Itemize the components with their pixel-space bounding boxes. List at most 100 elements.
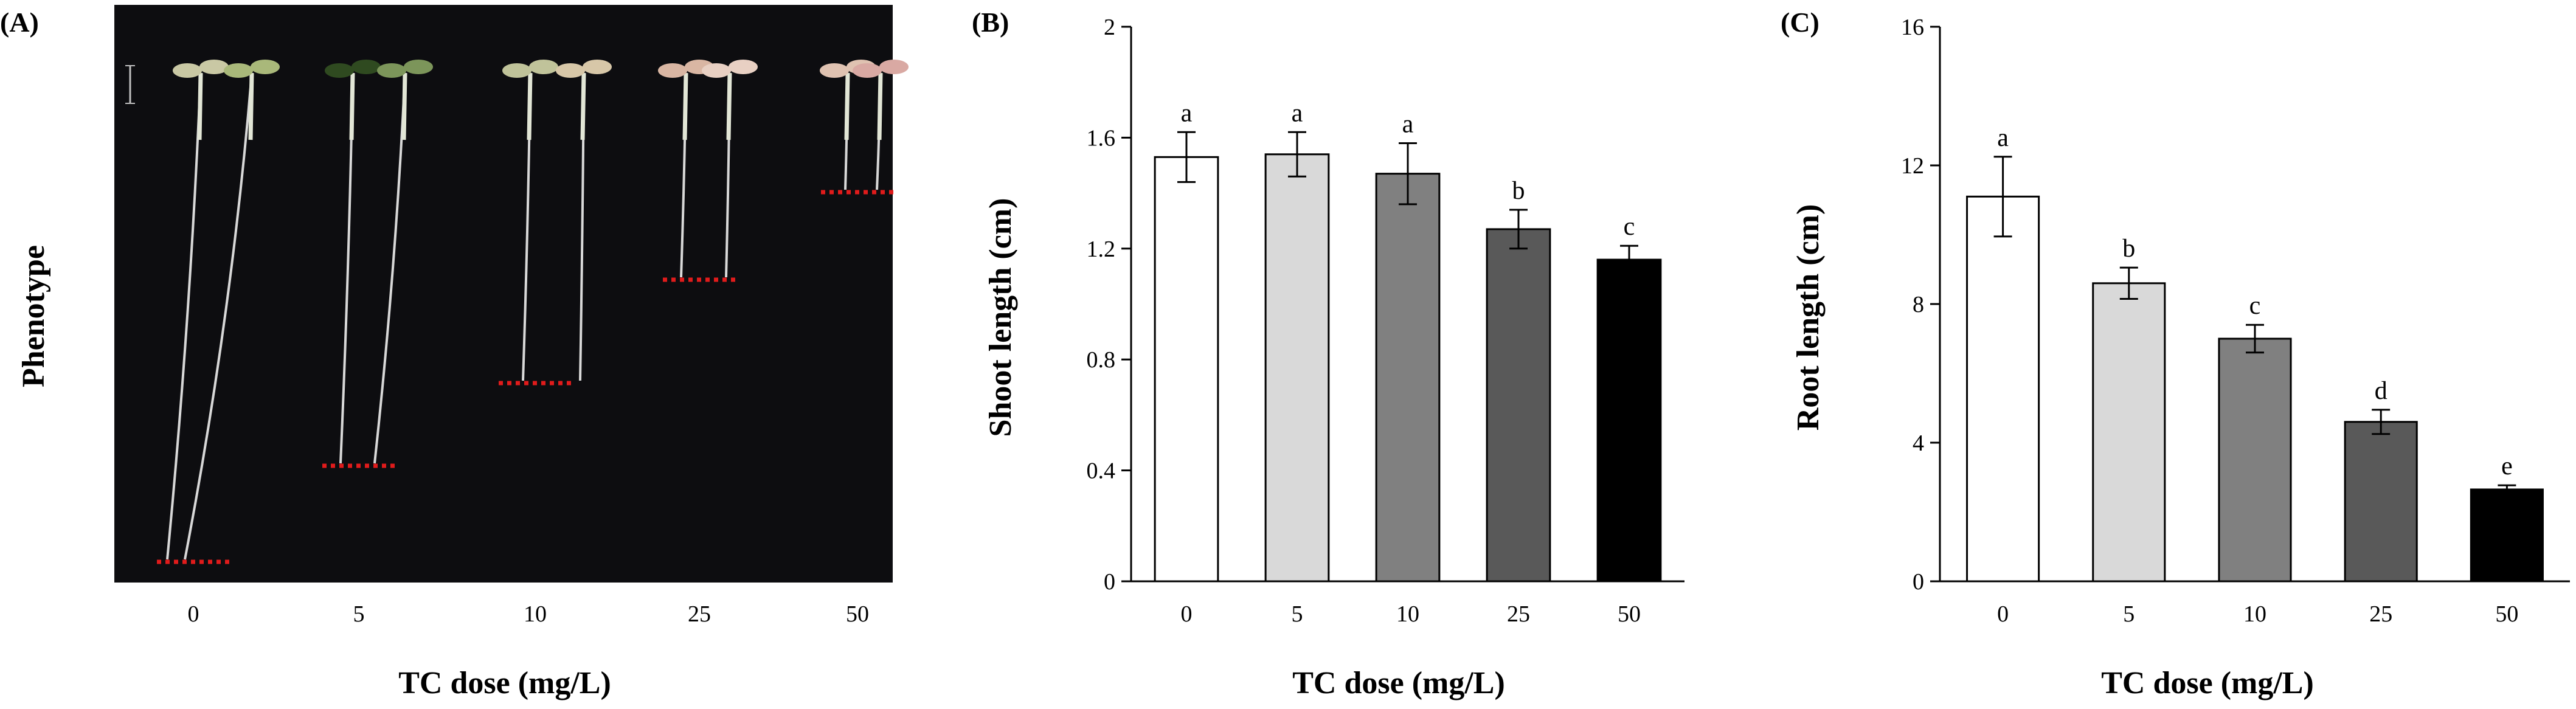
cotyledon	[658, 63, 687, 78]
root-error-bars	[1993, 156, 2516, 495]
seedling-hypocotyl	[877, 72, 883, 140]
seedling-hypocotyl	[401, 72, 407, 140]
cotyledon	[556, 63, 585, 78]
seedling-hypocotyl	[349, 72, 355, 140]
shoot-bars	[1154, 153, 1662, 583]
root-significance-letter: e	[2501, 452, 2513, 480]
root-bar	[1966, 195, 2040, 583]
seedling-hypocotyl	[682, 72, 688, 140]
seedling-hypocotyl	[726, 72, 732, 140]
panel-a-x-ticks: 0 5 10 25 50	[188, 601, 870, 627]
panel-a-x-title: TC dose (mg/L)	[398, 666, 611, 700]
cotyledon	[377, 63, 406, 78]
root-y-tick-label: 16	[1901, 15, 1924, 40]
root-significance-letter: b	[2122, 235, 2135, 263]
photo-background	[114, 5, 893, 583]
shoot-error-bar	[1288, 131, 1306, 178]
root-x-axis-title: TC dose (mg/L)	[2101, 666, 2314, 700]
shoot-y-tick-label: 0	[1104, 569, 1115, 595]
root-error-bar	[2498, 484, 2516, 495]
root-bar	[2344, 421, 2418, 583]
cotyledon	[820, 63, 849, 78]
shoot-y-axis-title: Shoot length (cm)	[983, 198, 1018, 437]
shoot-bar	[1154, 156, 1219, 583]
shoot-x-tick-label: 0	[1181, 601, 1193, 627]
shoot-x-axis-title: TC dose (mg/L)	[1292, 666, 1505, 700]
shoot-y-tick-label: 1.6	[1087, 125, 1116, 151]
seedling-hypocotyl	[248, 72, 254, 140]
root-x-tick-label: 0	[1997, 601, 2009, 627]
shoot-bar	[1264, 153, 1330, 583]
shoot-significance-letter: c	[1624, 213, 1635, 241]
root-error-bar	[2119, 266, 2138, 300]
seedling-hypocotyl	[527, 72, 533, 140]
cotyledon	[351, 60, 381, 74]
root-x-tick-label: 25	[2369, 601, 2392, 627]
cotyledon	[702, 63, 731, 78]
root-significance-letter: d	[2375, 377, 2387, 405]
root-significance-letter: a	[1997, 124, 2009, 152]
shoot-bar	[1596, 258, 1662, 583]
root-y-tick-label: 12	[1901, 153, 1924, 179]
shoot-error-bar	[1509, 209, 1528, 250]
root-y-tick-label: 4	[1913, 431, 1924, 456]
shoot-error-bar	[1399, 142, 1417, 206]
root-bar	[2092, 282, 2166, 583]
root-y-tick-label: 8	[1913, 292, 1924, 317]
shoot-significance-letter: a	[1402, 111, 1414, 139]
seedlings	[166, 60, 909, 560]
cotyledon	[879, 60, 909, 74]
cotyledon	[404, 60, 433, 74]
root-significance-letters: a b c d e	[1997, 124, 2512, 480]
seedling-hypocotyl	[197, 72, 203, 140]
shoot-significance-letter: a	[1181, 99, 1193, 127]
root-bars	[1966, 195, 2544, 583]
shoot-error-bar	[1620, 244, 1638, 275]
cotyledon	[325, 63, 354, 78]
panel-b-label: (B)	[972, 7, 1009, 38]
shoot-x-tick-label: 50	[1618, 601, 1641, 627]
root-tip-markers	[157, 190, 894, 564]
cotyledon	[529, 60, 558, 74]
cotyledon	[502, 63, 531, 78]
phenotype-photo	[114, 5, 909, 583]
phenotype-row-label: Phenotype	[16, 245, 51, 387]
shoot-error-bar	[1177, 131, 1196, 183]
shoot-y-tick-label: 2	[1104, 15, 1115, 40]
root-x-tick-label: 50	[2495, 601, 2518, 627]
root-bar	[2218, 337, 2292, 583]
cotyledon	[173, 63, 202, 78]
panel-c-label: (C)	[1781, 7, 1819, 38]
shoot-significance-letter: a	[1292, 99, 1303, 127]
scale-bar	[125, 65, 135, 104]
cotyledon	[199, 60, 229, 74]
shoot-y-tick-label: 0.8	[1087, 347, 1116, 373]
root-y-ticks: 0 4 8 12 16	[1901, 15, 1940, 595]
root-y-tick-label: 0	[1913, 569, 1924, 595]
shoot-x-tick-label: 5	[1292, 601, 1303, 627]
shoot-significance-letters: a a a b c	[1181, 99, 1635, 241]
panel-a-label: (A)	[0, 7, 39, 38]
root-x-tick-label: 5	[2123, 601, 2135, 627]
root-length-chart: (C) Root length (cm) TC dose (mg/L) 0 4 8 1…	[1781, 7, 2570, 700]
shoot-significance-letter: b	[1512, 177, 1525, 205]
seedling-hypocotyl	[844, 72, 850, 140]
panel-a-tick-0: 0	[188, 601, 199, 627]
cotyledon	[583, 60, 612, 74]
root-significance-letter: c	[2249, 292, 2261, 320]
seedling-root	[184, 72, 253, 560]
root-y-axis-title: Root length (cm)	[1791, 204, 1826, 431]
shoot-y-tick-label: 0.4	[1087, 458, 1116, 484]
cotyledon	[729, 60, 758, 74]
root-error-bar	[2246, 323, 2264, 354]
shoot-error-bars	[1177, 131, 1638, 275]
shoot-x-ticks: 0 5 10 25 50	[1181, 601, 1641, 627]
root-error-bar	[2372, 409, 2391, 435]
shoot-y-tick-label: 1.2	[1087, 237, 1116, 262]
root-x-ticks: 0 5 10 25 50	[1997, 601, 2518, 627]
shoot-y-ticks: 0 0.4 0.8 1.2 1.6 2	[1087, 15, 1131, 595]
seedling-hypocotyl	[580, 72, 586, 140]
root-x-tick-label: 10	[2243, 601, 2266, 627]
shoot-bar	[1375, 173, 1441, 583]
